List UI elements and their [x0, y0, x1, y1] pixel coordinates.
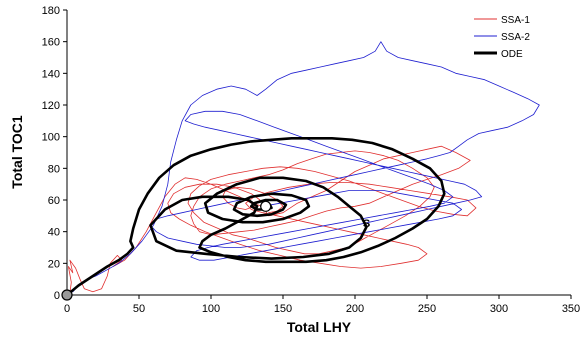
y-tick-label: 100	[42, 132, 60, 144]
annotation-label: S	[363, 218, 370, 230]
x-tick-label: 0	[64, 303, 70, 315]
legend-label-ode: ODE	[501, 49, 523, 60]
x-tick-label: 250	[418, 303, 436, 315]
ticks-layer: 0 50 100 150 200 250 300 350 0 20 40 60 80 100 120 140 1…	[42, 5, 581, 315]
series-line-ode	[67, 137, 446, 295]
y-tick-label: 180	[42, 5, 60, 17]
y-tick-label: 160	[42, 37, 60, 49]
x-tick-label: 300	[490, 303, 508, 315]
y-tick-label: 20	[48, 258, 60, 270]
x-tick-label: 200	[346, 303, 364, 315]
legend-label-ssa2: SSA-2	[501, 32, 530, 43]
series-layer	[67, 41, 540, 295]
x-tick-label: 50	[133, 303, 145, 315]
x-tick-label: 150	[274, 303, 292, 315]
y-tick-label: 140	[42, 68, 60, 80]
legend-label-ssa1: SSA-1	[501, 15, 530, 26]
y-tick-label: 120	[42, 100, 60, 112]
origin-marker	[61, 289, 73, 301]
y-tick-label: 80	[48, 163, 60, 175]
annotation-layer: S	[363, 218, 370, 230]
y-tick-label: 40	[48, 227, 60, 239]
fixed-point-marker	[260, 200, 272, 212]
y-axis-title: Total TOC1	[9, 115, 25, 189]
legend: SSA-1 SSA-2 ODE	[474, 15, 530, 60]
marker-layer	[61, 200, 272, 301]
x-axis-title: Total LHY	[287, 319, 352, 335]
axes-layer	[66, 10, 571, 296]
y-tick-label: 60	[48, 195, 60, 207]
x-tick-label: 100	[202, 303, 220, 315]
x-tick-label: 350	[562, 303, 580, 315]
series-line-ssa-2	[72, 41, 540, 293]
y-tick-label: 0	[54, 290, 60, 302]
